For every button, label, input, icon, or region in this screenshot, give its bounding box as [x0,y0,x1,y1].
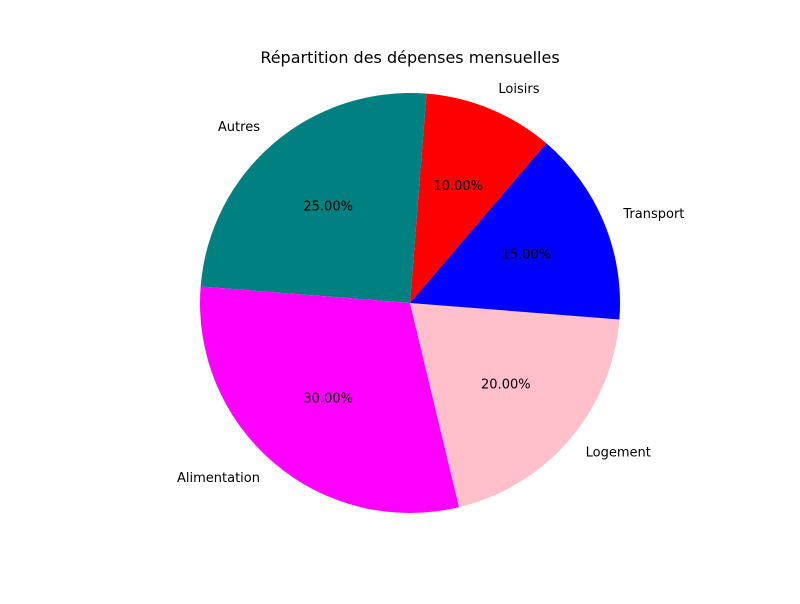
pie-slice-transport [410,143,620,320]
pie-slice-alimentation [200,286,460,514]
pct-label-loisirs: 10.00% [433,179,483,194]
pie-slice-logement [410,303,620,508]
slice-label-transport: Transport [622,207,684,222]
slice-label-autres: Autres [218,120,260,135]
slice-label-alimentation: Alimentation [177,471,260,486]
pct-label-autres: 25.00% [303,200,353,215]
pie-slice-autres [200,93,427,303]
pct-label-logement: 20.00% [481,377,531,392]
pct-label-alimentation: 30.00% [303,391,353,406]
chart-title: Répartition des dépenses mensuelles [260,48,559,67]
slice-label-logement: Logement [586,446,651,461]
slice-label-loisirs: Loisirs [498,82,539,97]
pie-slices [200,93,620,514]
pie-labels: Loisirs 10.00% Autres 25.00% Alimentation 30.… [177,82,684,486]
pie-slice-loisirs [410,93,547,304]
pct-label-transport: 15.00% [502,247,552,262]
